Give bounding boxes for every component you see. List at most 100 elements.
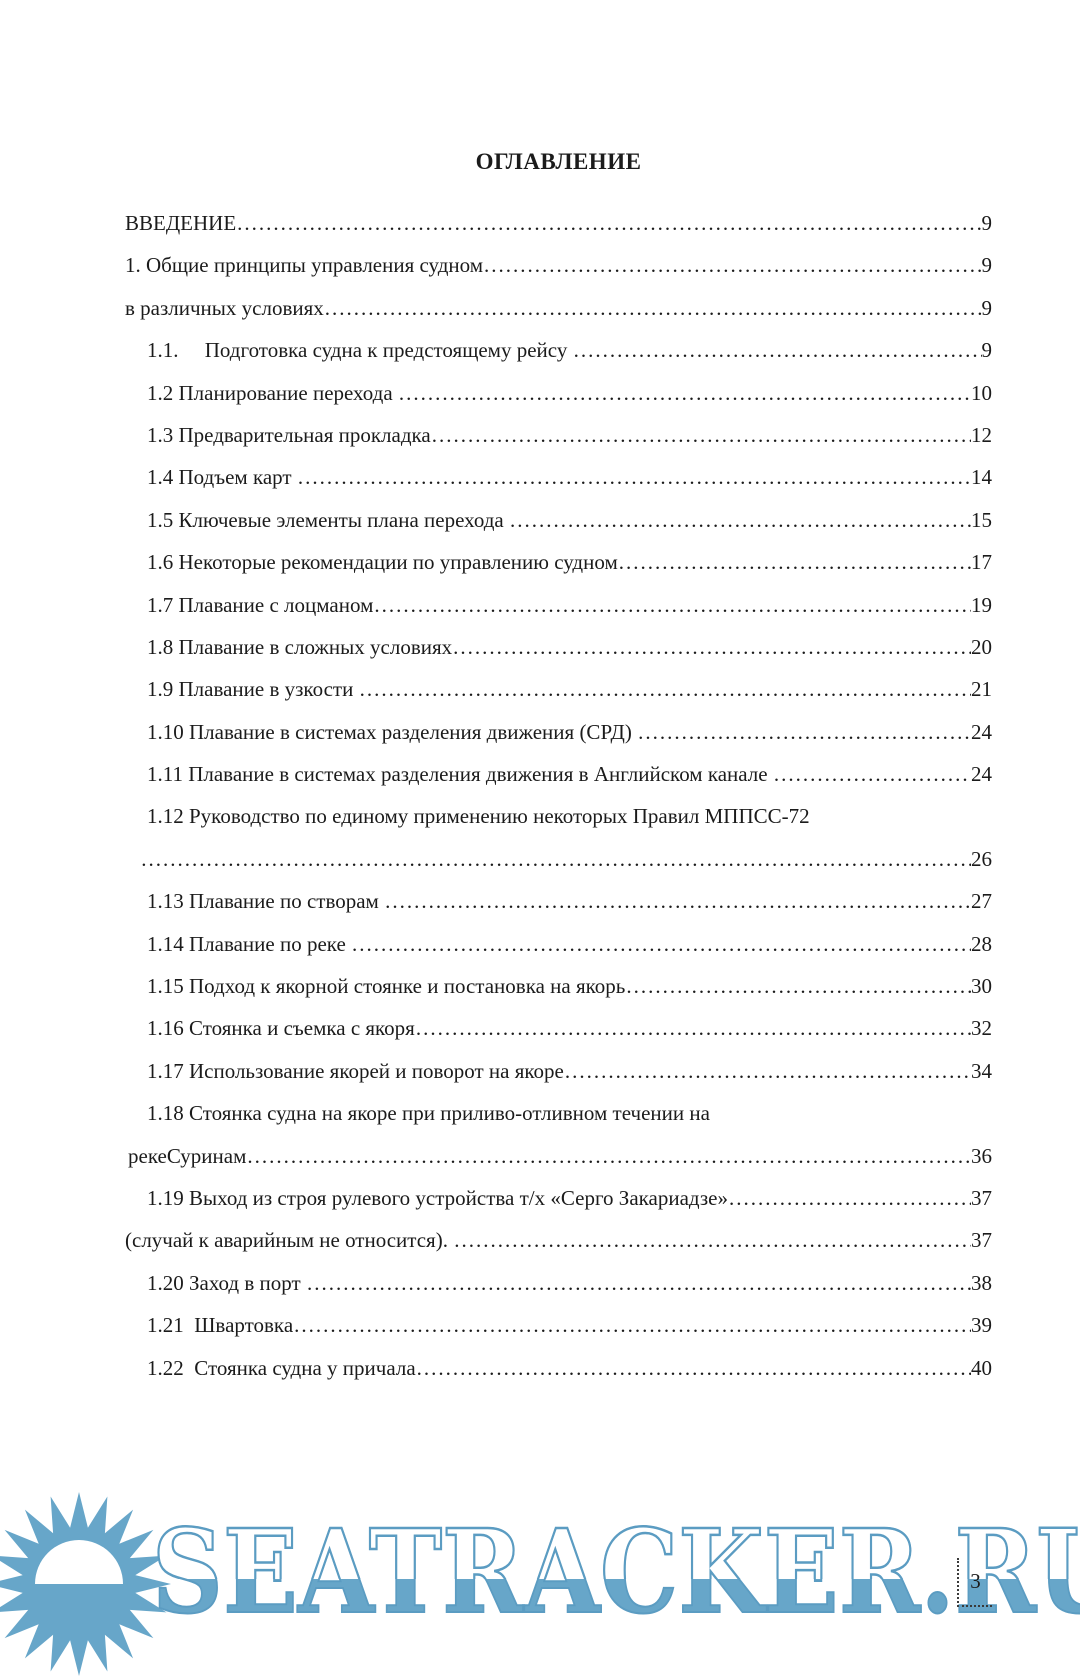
toc-entry-label: 1.22 Стоянка судна у причала <box>147 1355 416 1380</box>
toc-entry: 1.10 Плавание в системах разделения движ… <box>147 711 992 753</box>
toc-dot-leader <box>398 372 971 414</box>
toc-entry-label: 1.20 Заход в порт <box>147 1270 306 1295</box>
toc-dot-leader <box>384 880 971 922</box>
toc-entry-label: (случай к аварийным не относится). <box>125 1228 454 1253</box>
watermark-text-bottom: SEATRACKER.RU <box>151 1505 1080 1640</box>
toc-entry: ВВЕДЕНИЕ 9 <box>125 202 992 244</box>
toc-page-number: 9 <box>981 211 993 235</box>
toc-entry: рекеСуринам 36 <box>128 1135 992 1177</box>
toc-entry: 1.17 Использование якорей и поворот на я… <box>147 1050 992 1092</box>
toc-page-number: 24 <box>971 719 992 744</box>
toc-entry: 1.13 Плавание по створам 27 <box>147 880 992 922</box>
watermark-text-top: SEATRACKER.RU <box>152 1505 1080 1640</box>
toc-entry-label: 1.21 Швартовка <box>147 1313 294 1338</box>
toc-page-number: 30 <box>971 974 992 999</box>
toc-page-number: 39 <box>971 1313 992 1338</box>
toc-entry: 1.21 Швартовка 39 <box>147 1304 992 1346</box>
toc-dot-leader <box>306 1262 971 1304</box>
toc-page-number: 9 <box>981 295 993 320</box>
toc-page-number: 27 <box>971 889 992 914</box>
toc-dot-leader <box>728 1177 971 1219</box>
toc-entry: 1.8 Плавание в сложных условиях 20 <box>147 626 992 668</box>
toc-entry: 1.20 Заход в порт 38 <box>147 1262 992 1304</box>
watermark-text: SEATRACKER.RU SEATRACKER.RU <box>151 1505 1080 1640</box>
toc-page-number: 21 <box>971 677 992 702</box>
page-number-value: 3 <box>970 1569 981 1593</box>
toc-entry: 1.16 Стоянка и съемка с якоря 32 <box>147 1007 992 1049</box>
sun-dome <box>35 1540 123 1584</box>
toc-page-number: 36 <box>971 1143 992 1168</box>
toc-entry: 1.1. Подготовка судна к предстоящему рей… <box>147 329 992 371</box>
toc-page-number: 37 <box>971 1228 992 1253</box>
toc-entry: в различных условиях 9 <box>125 287 992 329</box>
toc-entry-label: 1.17 Использование якорей и поворот на я… <box>147 1058 564 1083</box>
toc-page-number: 28 <box>971 931 992 956</box>
toc-entry: 1.2 Планирование перехода 10 <box>147 372 992 414</box>
toc-page-number: 9 <box>981 253 993 278</box>
toc-dot-leader <box>324 287 982 329</box>
toc-dot-leader <box>140 838 971 880</box>
toc-dot-leader <box>618 541 971 583</box>
toc-page-number: 26 <box>971 846 992 871</box>
toc-entry-label: 1.2 Планирование перехода <box>147 380 398 405</box>
toc-page-number: 38 <box>971 1270 992 1295</box>
toc-entry-label: 1.3 Предварительная прокладка <box>147 422 431 447</box>
toc-entry: 1.22 Стоянка судна у причала 40 <box>147 1347 992 1389</box>
toc-dot-leader <box>483 244 981 286</box>
toc-entry-label: ВВЕДЕНИЕ <box>125 211 237 235</box>
toc-entry: 1.7 Плавание с лоцманом 19 <box>147 584 992 626</box>
toc-dot-leader <box>509 499 971 541</box>
toc-dot-leader <box>431 414 971 456</box>
toc-dot-leader <box>415 1007 971 1049</box>
toc-entry-label: 1.9 Плавание в узкости <box>147 677 359 702</box>
toc-entry-label: 1.1. Подготовка судна к предстоящему рей… <box>147 338 573 363</box>
footer-page-number: 3 <box>957 1558 992 1607</box>
toc-dot-leader <box>773 753 971 795</box>
toc-page-number: 37 <box>971 1185 992 1210</box>
toc-dot-leader <box>373 584 971 626</box>
toc-dot-leader <box>573 329 982 371</box>
toc-dot-leader <box>416 1347 971 1389</box>
toc-dot-leader <box>625 965 971 1007</box>
toc-entry-label: 1.4 Подъем карт <box>147 465 297 490</box>
toc-page-number: 14 <box>971 465 992 490</box>
toc-entry: 1.4 Подъем карт 14 <box>147 456 992 498</box>
toc-entry: (случай к аварийным не относится). 37 <box>125 1219 992 1261</box>
toc-page-number: 40 <box>971 1355 992 1380</box>
toc-entry-label: 1.16 Стоянка и съемка с якоря <box>147 1016 415 1041</box>
table-of-contents: ВВЕДЕНИЕ91. Общие принципы управления су… <box>125 202 992 1389</box>
toc-entry: 1.3 Предварительная прокладка 12 <box>147 414 992 456</box>
toc-entry: 1. Общие принципы управления судном 9 <box>125 244 992 286</box>
toc-dot-leader <box>637 711 971 753</box>
toc-entry: 1.12 Руководство по единому применению н… <box>147 795 992 837</box>
toc-dot-leader <box>452 626 971 668</box>
toc-page-number: 20 <box>971 634 992 659</box>
toc-entry-label: 1.8 Плавание в сложных условиях <box>147 634 453 659</box>
toc-entry-label: 1.14 Плавание по реке <box>147 931 352 956</box>
toc-entry: 1.15 Подход к якорной стоянке и постанов… <box>147 965 992 1007</box>
toc-entry-label: 1.12 Руководство по единому применению н… <box>147 804 810 829</box>
toc-entry-label: 1.11 Плавание в системах разделения движ… <box>147 762 773 787</box>
toc-dot-leader <box>359 668 971 710</box>
sun-icon <box>0 1492 171 1676</box>
toc-entry-label: 1.10 Плавание в системах разделения движ… <box>147 719 638 744</box>
toc-dot-leader <box>453 1219 971 1261</box>
toc-dot-leader <box>564 1050 971 1092</box>
toc-page-number: 32 <box>971 1016 992 1041</box>
toc-entry-label: 1.18 Стоянка судна на якоре при приливо-… <box>147 1101 710 1126</box>
toc-entry-label: рекеСуринам <box>128 1143 247 1168</box>
toc-dot-leader <box>246 1135 971 1177</box>
toc-entry: 1.9 Плавание в узкости 21 <box>147 668 992 710</box>
toc-entry: 26 <box>135 838 992 880</box>
toc-entry-label: 1.5 Ключевые элементы плана перехода <box>147 507 509 532</box>
toc-entry-label: 1.7 Плавание с лоцманом <box>147 592 374 617</box>
toc-dot-leader <box>236 202 981 244</box>
toc-dot-leader <box>297 456 971 498</box>
toc-page: ОГЛАВЛЕНИЕ ВВЕДЕНИЕ91. Общие принципы уп… <box>0 147 1080 1389</box>
page-title: ОГЛАВЛЕНИЕ <box>475 149 642 174</box>
toc-page-number: 17 <box>971 550 992 575</box>
toc-page-number: 24 <box>971 762 992 787</box>
toc-entry: 1.6 Некоторые рекомендации по управлению… <box>147 541 992 583</box>
toc-entry: 1.18 Стоянка судна на якоре при приливо-… <box>147 1092 992 1134</box>
toc-page-number: 9 <box>981 338 993 363</box>
